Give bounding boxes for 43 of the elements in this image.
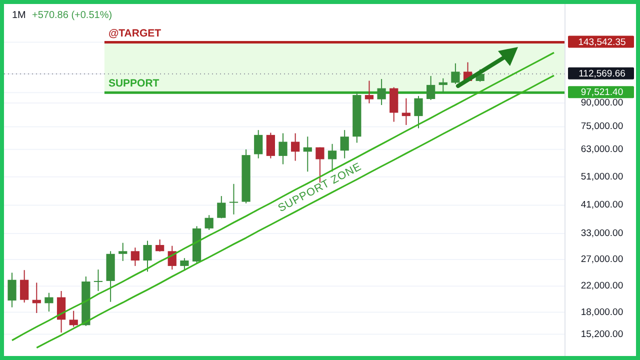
candlestick	[229, 183, 238, 215]
y-tick-label: 27,000.00	[580, 254, 624, 266]
candlestick	[278, 132, 288, 165]
candlestick	[254, 130, 263, 159]
candlestick	[180, 258, 189, 272]
candlestick	[156, 239, 164, 252]
y-tick-label: 41,000.00	[580, 200, 624, 211]
y-tick-label: 18,000.00	[580, 306, 624, 318]
ref-line-label: @TARGET	[108, 27, 162, 40]
y-tick-label: 15,200.00	[580, 328, 624, 340]
candlestick	[364, 80, 374, 104]
candlestick	[340, 130, 349, 159]
y-tick-label: 143,542.35	[578, 36, 626, 48]
candlestick	[44, 292, 54, 312]
candlestick	[377, 78, 386, 106]
candlestick	[8, 272, 16, 308]
y-tick-label: 63,000.00	[580, 144, 624, 155]
candlestick	[20, 270, 29, 304]
candlestick	[402, 98, 410, 126]
y-tick-label: 112,569.66	[578, 68, 626, 80]
y-tick-label: 22,000.00	[580, 280, 624, 292]
candlestick	[69, 310, 78, 328]
y-tick-label: 51,000.00	[580, 171, 624, 182]
ref-line-label: SUPPORT	[108, 78, 160, 90]
candlestick	[94, 269, 103, 292]
y-tick-label: 33,000.00	[580, 228, 624, 239]
candlestick	[426, 75, 436, 100]
candlestick	[118, 242, 128, 262]
annotation: +570.86 (+0.51%)	[32, 10, 112, 21]
y-tick-label: 97,521.40	[580, 87, 624, 98]
candlestick	[217, 196, 226, 219]
y-tick-label: 90,000.00	[580, 98, 624, 109]
y-tick-label: 75,000.00	[580, 121, 624, 132]
candlestick	[291, 132, 300, 162]
text: 1M	[12, 10, 26, 21]
candlestick	[414, 95, 423, 129]
candlestick	[204, 214, 214, 230]
candlestick	[143, 240, 152, 272]
candlestick	[303, 136, 312, 172]
candlestick	[438, 78, 448, 94]
candlestick	[451, 62, 460, 84]
candlestick	[266, 132, 275, 159]
candlestick	[130, 247, 140, 266]
